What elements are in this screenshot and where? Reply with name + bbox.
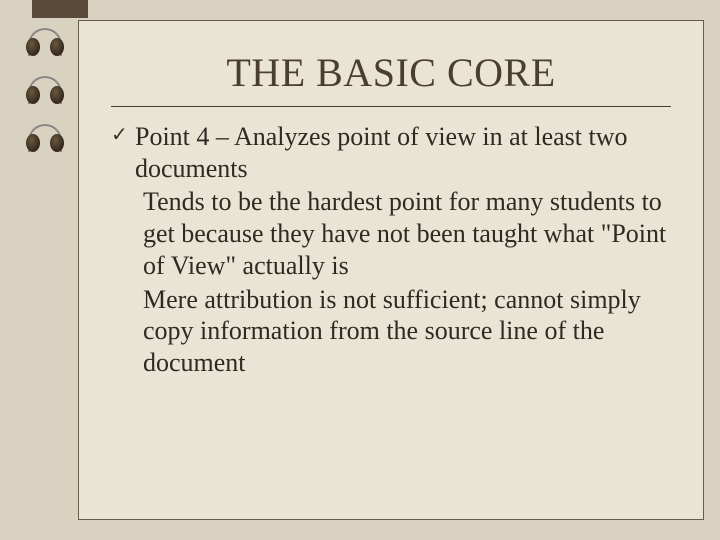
list-item: Point 4 – Analyzes point of view in at l… [135, 121, 671, 184]
spiral-binding [26, 30, 66, 174]
list-item: Mere attribution is not sufficient; cann… [135, 284, 671, 379]
binding-ring [26, 78, 66, 112]
slide-page: THE BASIC CORE Point 4 – Analyzes point … [78, 20, 704, 520]
list-item: Tends to be the hardest point for many s… [135, 186, 671, 281]
title-rule [111, 106, 671, 107]
notebook-tab [32, 0, 88, 18]
list-item-text: Mere attribution is not sufficient; cann… [143, 285, 641, 377]
body-list: Point 4 – Analyzes point of view in at l… [111, 121, 671, 379]
list-item-text: Point 4 – Analyzes point of view in at l… [135, 122, 628, 183]
binding-ring [26, 30, 66, 64]
binding-ring [26, 126, 66, 160]
list-item-text: Tends to be the hardest point for many s… [143, 187, 666, 279]
slide-title: THE BASIC CORE [111, 49, 671, 96]
